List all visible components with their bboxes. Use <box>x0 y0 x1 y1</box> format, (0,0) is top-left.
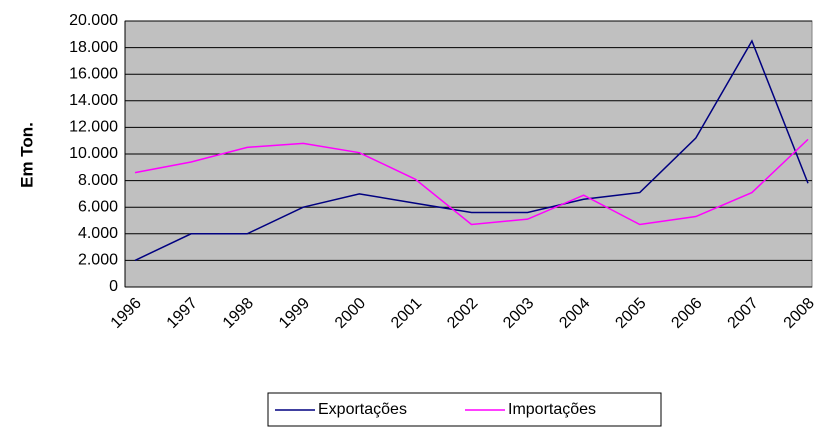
y-tick-label: 14.000 <box>69 92 118 109</box>
series-line <box>134 138 809 226</box>
y-tick-label: 2.000 <box>78 252 118 269</box>
y-axis-label: Em Ton. <box>17 122 36 188</box>
y-tick-label: 6.000 <box>78 198 118 215</box>
x-tick-label: 2007 <box>725 295 762 332</box>
legend-box <box>267 392 662 427</box>
y-tick-label: 12.000 <box>69 119 118 136</box>
legend-label: Exportações <box>318 401 407 418</box>
x-tick-label: 2003 <box>500 295 537 332</box>
x-tick-label: 2002 <box>444 295 481 332</box>
legend-label: Importações <box>508 401 596 418</box>
x-tick-label: 2001 <box>388 295 425 332</box>
x-tick-label: 1998 <box>220 295 257 332</box>
y-tick-label: 18.000 <box>69 39 118 56</box>
x-tick-label: 1999 <box>276 295 313 332</box>
series-line <box>134 39 809 262</box>
x-tick-label: 1996 <box>108 295 145 332</box>
x-tick-label: 2008 <box>781 295 818 332</box>
x-tick-label: 2004 <box>556 295 593 332</box>
x-tick-label: 2006 <box>668 295 705 332</box>
y-tick-label: 10.000 <box>69 145 118 162</box>
y-tick-label: 4.000 <box>78 225 118 242</box>
x-tick-label: 2005 <box>612 295 649 332</box>
y-tick-label: 16.000 <box>69 65 118 82</box>
y-tick-label: 0 <box>109 278 118 295</box>
y-tick-label: 8.000 <box>78 172 118 189</box>
x-tick-label: 2000 <box>332 295 369 332</box>
y-tick-label: 20.000 <box>69 12 118 29</box>
x-tick-label: 1997 <box>164 295 201 332</box>
